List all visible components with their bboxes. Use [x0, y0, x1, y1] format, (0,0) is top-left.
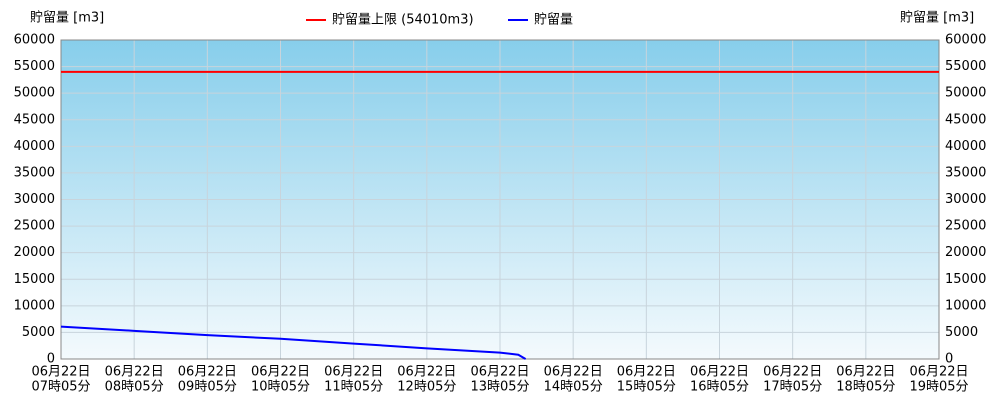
x-tick-label: 15時05分 — [617, 380, 676, 395]
y2-tick-label: 35000 — [945, 165, 986, 180]
x-tick-label: 08時05分 — [105, 380, 164, 395]
y-tick-label: 0 — [47, 352, 55, 367]
y2-tick-label: 45000 — [945, 112, 986, 127]
y-tick-label: 20000 — [14, 245, 55, 260]
x-tick-label: 06月22日 — [836, 365, 895, 380]
x-tick-label: 06月22日 — [690, 365, 749, 380]
x-tick-label: 13時05分 — [470, 380, 529, 395]
y2-tick-label: 50000 — [945, 86, 986, 101]
x-tick-label: 06月22日 — [544, 365, 603, 380]
y2-tick-label: 60000 — [945, 33, 986, 48]
plot-frame — [60, 39, 940, 360]
x-tick-label: 16時05分 — [690, 380, 749, 395]
y-tick-label: 50000 — [14, 86, 55, 101]
x-tick-label: 06月22日 — [470, 365, 529, 380]
y2-tick-label: 30000 — [945, 192, 986, 207]
x-tick-label: 14時05分 — [544, 380, 603, 395]
x-tick-label: 06月22日 — [251, 365, 310, 380]
x-tick-label: 06月22日 — [397, 365, 456, 380]
x-tick-label: 06月22日 — [31, 365, 90, 380]
y-axis-title: 貯留量 [m3] — [30, 11, 104, 26]
x-tick-label: 06月22日 — [763, 365, 822, 380]
y2-tick-label: 0 — [945, 352, 953, 367]
y-tick-label: 40000 — [14, 139, 55, 154]
legend-label: 貯留量 — [534, 13, 573, 28]
x-tick-label: 06月22日 — [909, 365, 968, 380]
y2-tick-label: 40000 — [945, 139, 986, 154]
y2-tick-label: 15000 — [945, 272, 986, 287]
y-tick-label: 30000 — [14, 192, 55, 207]
x-tick-label: 11時05分 — [324, 380, 383, 395]
y-tick-label: 25000 — [14, 219, 55, 234]
x-tick-label: 10時05分 — [251, 380, 310, 395]
x-tick-label: 06月22日 — [178, 365, 237, 380]
y-tick-label: 55000 — [14, 59, 55, 74]
y-tick-label: 45000 — [14, 112, 55, 127]
y2-tick-label: 10000 — [945, 298, 986, 313]
x-tick-label: 18時05分 — [836, 380, 895, 395]
y-tick-label: 5000 — [22, 325, 55, 340]
data-line — [60, 325, 527, 360]
y2-tick-label: 25000 — [945, 219, 986, 234]
y-tick-label: 35000 — [14, 165, 55, 180]
x-tick-label: 09時05分 — [178, 380, 237, 395]
y-tick-label: 15000 — [14, 272, 55, 287]
y2-axis-title: 貯留量 [m3] — [900, 11, 974, 26]
y-tick-label: 60000 — [14, 33, 55, 48]
x-tick-label: 06月22日 — [324, 365, 383, 380]
x-tick-label: 06月22日 — [617, 365, 676, 380]
y2-tick-label: 20000 — [945, 245, 986, 260]
x-tick-label: 17時05分 — [763, 380, 822, 395]
x-tick-label: 06月22日 — [105, 365, 164, 380]
y2-tick-label: 55000 — [945, 59, 986, 74]
x-tick-label: 12時05分 — [397, 380, 456, 395]
y-tick-label: 10000 — [14, 298, 55, 313]
x-tick-label: 07時05分 — [31, 380, 90, 395]
x-tick-label: 19時05分 — [909, 380, 968, 395]
y2-tick-label: 5000 — [945, 325, 978, 340]
legend-label: 貯留量上限 (54010m3) — [332, 13, 474, 28]
